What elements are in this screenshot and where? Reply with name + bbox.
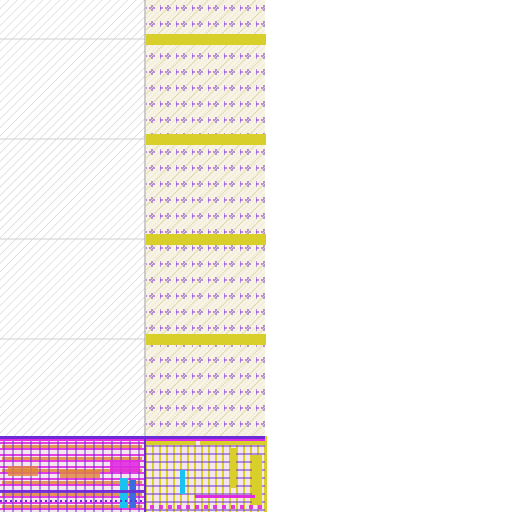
cell-shape (85, 500, 87, 502)
cell-shape (2, 481, 142, 484)
cell-shape (2, 457, 142, 460)
cell-shape (70, 500, 72, 502)
cell-shape (130, 500, 132, 502)
cell-shape (0, 436, 266, 439)
cell-shape (168, 505, 172, 509)
cell-shape (200, 441, 266, 445)
standard-cells (0, 436, 267, 512)
cell-shape (110, 460, 140, 472)
cell-shape (2, 493, 142, 496)
cell-shape (130, 480, 136, 508)
cell-shape (60, 470, 100, 478)
cell-shape (0, 490, 145, 493)
power-rail (146, 334, 266, 345)
cell-shape (40, 500, 42, 502)
cell-shape (231, 505, 235, 509)
cell-shape (2, 505, 142, 508)
hatch-region (0, 0, 146, 436)
cell-shape (5, 500, 7, 502)
cell-shape (65, 500, 67, 502)
cell-shape (60, 500, 62, 502)
cell-shape (146, 441, 196, 445)
cell-shape (110, 500, 112, 502)
cell-shape (90, 500, 92, 502)
cell-shape (0, 478, 145, 480)
cell-shape (55, 500, 57, 502)
power-rails (146, 34, 266, 345)
cell-shape (180, 470, 185, 494)
cell-shape (230, 448, 236, 488)
cell-shape (195, 495, 255, 498)
cell-shape (0, 484, 145, 486)
cell-shape (0, 466, 145, 468)
cell-shape (75, 500, 77, 502)
cell-shape (2, 445, 142, 448)
cell-shape (240, 505, 244, 509)
cell-shape (100, 500, 102, 502)
fill-cell-column (146, 0, 265, 436)
cell-shape (45, 500, 47, 502)
cell-shape (115, 500, 117, 502)
cell-shape (80, 500, 82, 502)
cell-shape (15, 500, 17, 502)
cell-shape (125, 500, 127, 502)
cell-shape (105, 500, 107, 502)
cell-shape (249, 505, 253, 509)
cell-shape (30, 500, 32, 502)
cell-shape (150, 505, 154, 509)
power-rail (146, 234, 266, 245)
cell-shape (213, 505, 217, 509)
cell-shape (0, 502, 145, 504)
cell-shape (0, 454, 145, 456)
power-rail (146, 134, 266, 145)
cell-shape (195, 505, 199, 509)
cell-shape (10, 500, 12, 502)
power-rail (146, 34, 266, 45)
cell-shape (8, 466, 38, 476)
cell-shape (0, 500, 2, 502)
cell-shape (159, 505, 163, 509)
cell-shape (35, 500, 37, 502)
cell-shape (258, 505, 262, 509)
cell-shape (177, 505, 181, 509)
cell-shape (0, 439, 266, 441)
cell-shape (50, 500, 52, 502)
cell-shape (204, 505, 208, 509)
cell-shape (0, 508, 145, 510)
cell-shape (120, 500, 122, 502)
cell-shape (95, 500, 97, 502)
cell-shape (135, 500, 137, 502)
cell-shape (25, 500, 27, 502)
cell-shape (0, 442, 145, 444)
cell-shape (252, 455, 262, 505)
cell-shape (0, 460, 145, 462)
cell-shape (140, 500, 142, 502)
cell-shape (20, 500, 22, 502)
cell-shape (0, 448, 145, 450)
cell-shape (186, 505, 190, 509)
cell-shape (222, 505, 226, 509)
cell-shape (0, 496, 145, 498)
